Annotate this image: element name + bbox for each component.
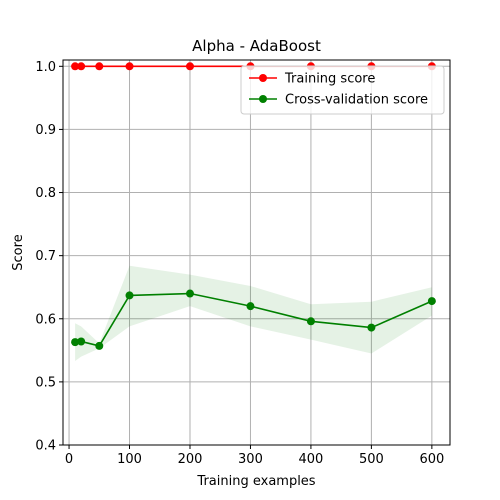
series-1-point	[95, 341, 104, 350]
x-tick-label: 400	[299, 452, 324, 467]
y-tick-label: 0.8	[35, 186, 56, 201]
series-1-confidence-band	[75, 265, 432, 362]
series-1-point	[125, 291, 134, 300]
y-tick-label: 0.9	[35, 123, 56, 138]
legend-swatch-marker	[259, 74, 267, 82]
series-1-point	[185, 289, 194, 298]
band-layer	[75, 265, 432, 362]
tick-layer: 0 100 200 300 400 500 600 0.4 0.5 0.6 0.7 0.8 0.9 1.0	[35, 60, 444, 467]
y-tick-label: 0.7	[35, 249, 56, 264]
legend-label: Cross-validation score	[285, 93, 428, 108]
legend: Training score Cross-validation score	[240, 65, 445, 115]
series-1-point	[306, 317, 315, 326]
series-0-point	[77, 62, 86, 71]
x-tick-label: 100	[117, 452, 142, 467]
series-0-point	[185, 62, 194, 71]
series-0-point	[95, 62, 104, 71]
legend-label: Training score	[284, 72, 375, 87]
x-tick-label: 300	[238, 452, 263, 467]
x-tick-label: 500	[359, 452, 384, 467]
y-tick-label: 0.4	[35, 439, 56, 454]
x-tick-label: 0	[65, 452, 73, 467]
series-0-point	[71, 62, 80, 71]
y-axis-label: Score	[11, 234, 26, 270]
series-1-point	[77, 337, 86, 346]
series-1-point	[71, 338, 80, 347]
series-1-point	[367, 323, 376, 332]
x-tick-label: 600	[419, 452, 444, 467]
legend-box	[240, 65, 445, 115]
y-tick-label: 1.0	[35, 60, 56, 75]
y-tick-label: 0.5	[35, 375, 56, 390]
y-tick-label: 0.6	[35, 312, 56, 327]
series-1-point	[427, 297, 436, 306]
series-1-point	[246, 302, 255, 311]
plot-frame	[62, 59, 451, 446]
chart-title: Alpha - AdaBoost	[192, 37, 321, 55]
legend-swatch-marker	[259, 95, 267, 103]
series-0-point	[125, 62, 134, 71]
x-tick-label: 200	[178, 452, 203, 467]
x-axis-label: Training examples	[196, 474, 315, 489]
